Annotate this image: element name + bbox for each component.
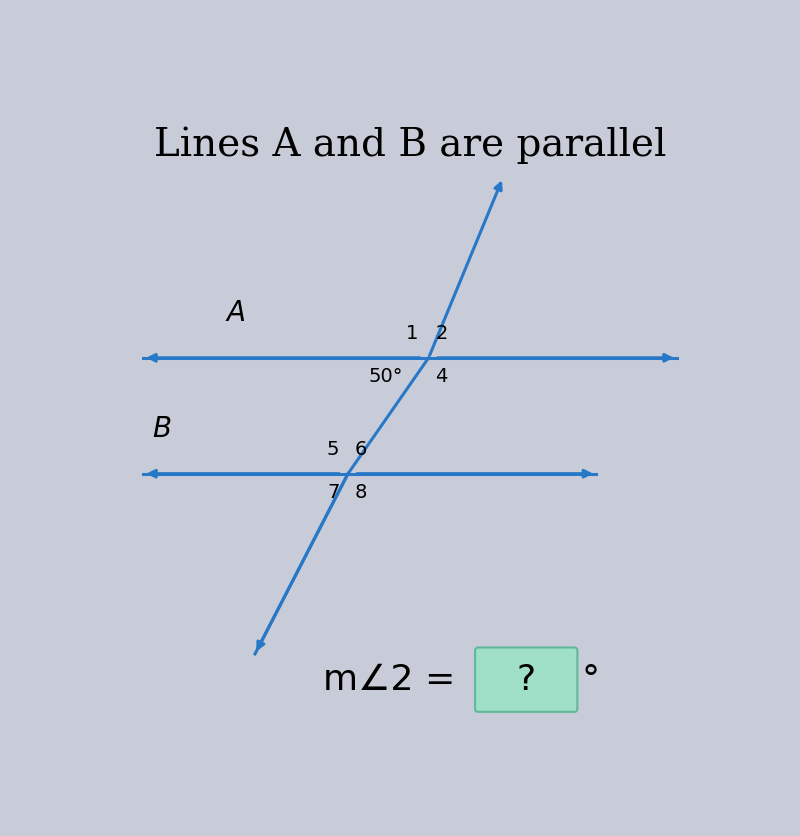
Text: 4: 4	[435, 367, 448, 386]
Text: ?: ?	[517, 663, 536, 696]
Text: 8: 8	[355, 482, 367, 502]
Text: Lines A and B are parallel: Lines A and B are parallel	[154, 126, 666, 164]
FancyBboxPatch shape	[475, 648, 578, 712]
Text: A: A	[227, 298, 246, 327]
Text: 50°: 50°	[368, 367, 402, 386]
Text: B: B	[153, 415, 171, 442]
Text: 2: 2	[435, 324, 448, 344]
Text: °: °	[582, 663, 600, 696]
Text: m∠2 =: m∠2 =	[323, 663, 455, 696]
Text: 6: 6	[355, 441, 367, 459]
Text: 1: 1	[406, 324, 418, 344]
Text: 5: 5	[327, 441, 339, 459]
Text: 7: 7	[327, 482, 339, 502]
